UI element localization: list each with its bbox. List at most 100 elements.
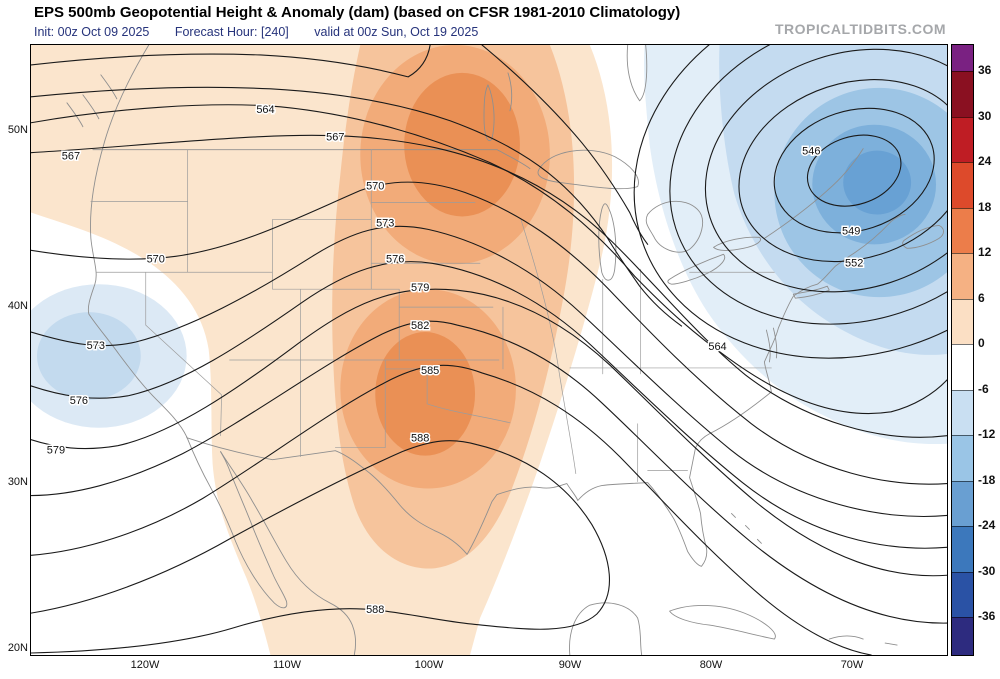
contour-label: 546 bbox=[802, 146, 820, 158]
us-canada-border bbox=[92, 148, 864, 239]
contour-label: 573 bbox=[376, 217, 394, 229]
contour-label: 579 bbox=[411, 282, 429, 294]
contour-label: 549 bbox=[842, 225, 860, 237]
nova-scotia bbox=[902, 224, 944, 249]
contour-558-ring bbox=[669, 45, 947, 325]
colorbar-segment bbox=[952, 435, 973, 481]
init-time: Init: 00z Oct 09 2025 bbox=[34, 25, 150, 39]
contour-555-ring bbox=[704, 48, 947, 293]
contour-588 bbox=[31, 440, 611, 654]
colorbar-labels: 36 30 24 18 12 6 0 -6 -12 -18 -24 -30 -36 bbox=[978, 44, 1000, 664]
lat-axis-label: 40N bbox=[7, 300, 28, 312]
colorbar-segment bbox=[952, 207, 973, 253]
lon-axis-label: 80W bbox=[699, 659, 723, 671]
caribbean-islands bbox=[828, 635, 898, 646]
lon-axis-label: 120W bbox=[130, 659, 160, 671]
canadian-lakes bbox=[483, 45, 648, 142]
forecast-hour: Forecast Hour: [240] bbox=[174, 25, 289, 39]
contour-564 bbox=[31, 104, 947, 415]
colorbar-segment bbox=[952, 344, 973, 390]
chesapeake-bay bbox=[765, 327, 778, 363]
valid-time: valid at 00z Sun, Oct 19 2025 bbox=[314, 25, 479, 39]
yucatan-peninsula bbox=[569, 602, 643, 655]
colorbar-tick-label: -30 bbox=[978, 563, 996, 578]
colorbar-tick-label: -36 bbox=[978, 609, 996, 623]
contour-585 bbox=[31, 364, 872, 655]
contour-label: 579 bbox=[47, 445, 65, 457]
weather-map: 564 567 567 570 570 573 573 576 576 579 579 582 585 5… bbox=[31, 45, 947, 655]
positive-anomaly-core-north bbox=[404, 72, 520, 217]
geography bbox=[66, 45, 944, 655]
map-frame: 564 567 567 570 570 573 573 576 576 579 579 582 585 5… bbox=[30, 44, 948, 656]
height-contours bbox=[31, 45, 947, 655]
colorbar-segment bbox=[952, 389, 973, 435]
contour-label: 570 bbox=[366, 181, 384, 193]
lat-axis-label: 20N bbox=[7, 642, 28, 654]
contour-label: 576 bbox=[70, 395, 88, 407]
colorbar-segment bbox=[952, 71, 973, 117]
contour-label: 567 bbox=[62, 151, 80, 163]
contour-labels: 564 567 567 570 570 573 573 576 576 579 579 582 585 5… bbox=[45, 102, 865, 617]
colorbar-tick-label: -12 bbox=[978, 427, 996, 441]
contour-label: 552 bbox=[845, 257, 863, 269]
state-borders bbox=[90, 149, 775, 482]
colorbar-segment bbox=[952, 571, 973, 617]
closed-low-contours bbox=[633, 45, 947, 359]
colorbar-tick-label: 12 bbox=[978, 245, 992, 259]
colorbar-segment bbox=[952, 116, 973, 162]
init-line: Init: 00z Oct 09 2025 Forecast Hour: [24… bbox=[34, 25, 500, 39]
contour-label: 576 bbox=[386, 253, 404, 265]
colorbar-segment bbox=[952, 162, 973, 208]
contour-nw-arc-1 bbox=[31, 45, 431, 78]
colorbar bbox=[951, 44, 974, 656]
negative-anomaly-core-inner bbox=[843, 150, 912, 215]
contour-label: 588 bbox=[366, 604, 384, 616]
contour-576 bbox=[31, 261, 947, 549]
cuba bbox=[669, 604, 776, 640]
mexico-west-coastline bbox=[220, 451, 357, 655]
colorbar-segment bbox=[952, 298, 973, 344]
pacific-coastline bbox=[87, 45, 188, 438]
colorbar-tick-label: -6 bbox=[978, 381, 989, 396]
long-island bbox=[792, 285, 830, 299]
bc-coast-islands bbox=[66, 74, 118, 128]
baja-coastline bbox=[186, 436, 288, 609]
bahamas bbox=[731, 513, 762, 544]
lat-axis-label: 50N bbox=[7, 124, 28, 136]
colorbar-tick-label: 36 bbox=[978, 63, 992, 77]
contour-561-ring bbox=[633, 45, 947, 359]
colorbar-tick-label: -24 bbox=[978, 518, 996, 532]
lat-axis-label: 30N bbox=[7, 476, 28, 488]
colorbar-segment bbox=[952, 45, 973, 71]
map-title: EPS 500mb Geopotential Height & Anomaly … bbox=[34, 4, 681, 21]
contour-567 bbox=[31, 134, 947, 438]
contour-label: 570 bbox=[147, 253, 165, 265]
contour-579 bbox=[31, 288, 947, 577]
contour-label: 588 bbox=[411, 433, 429, 445]
contour-582 bbox=[31, 320, 947, 624]
site-watermark: TROPICALTIDBITS.COM bbox=[774, 21, 946, 37]
colorbar-tick-label: -18 bbox=[978, 472, 996, 487]
contour-546-ring bbox=[806, 134, 902, 207]
colorbar-tick-label: 6 bbox=[978, 290, 985, 305]
contour-549-ring bbox=[773, 107, 935, 234]
gulf-atlantic-coastline bbox=[466, 213, 906, 567]
contour-label: 564 bbox=[708, 341, 726, 353]
colorbar-segment bbox=[952, 253, 973, 299]
contour-552-ring bbox=[738, 79, 947, 263]
positive-anomaly-core-south bbox=[375, 332, 476, 456]
contour-label: 564 bbox=[256, 104, 274, 116]
contour-label: 567 bbox=[326, 132, 344, 144]
contour-label: 585 bbox=[421, 365, 439, 377]
contour-nw-arc-2 bbox=[31, 86, 683, 327]
lon-axis-label: 90W bbox=[558, 659, 582, 671]
colorbar-tick-label: 24 bbox=[978, 154, 992, 168]
contour-573 bbox=[31, 225, 947, 518]
great-lakes bbox=[537, 149, 762, 285]
lon-axis-label: 100W bbox=[414, 659, 444, 671]
colorbar-segment bbox=[952, 617, 973, 655]
colorbar-tick-label: 30 bbox=[978, 108, 992, 123]
colorbar-segment bbox=[952, 480, 973, 526]
contour-n-arc-3 bbox=[481, 45, 649, 245]
